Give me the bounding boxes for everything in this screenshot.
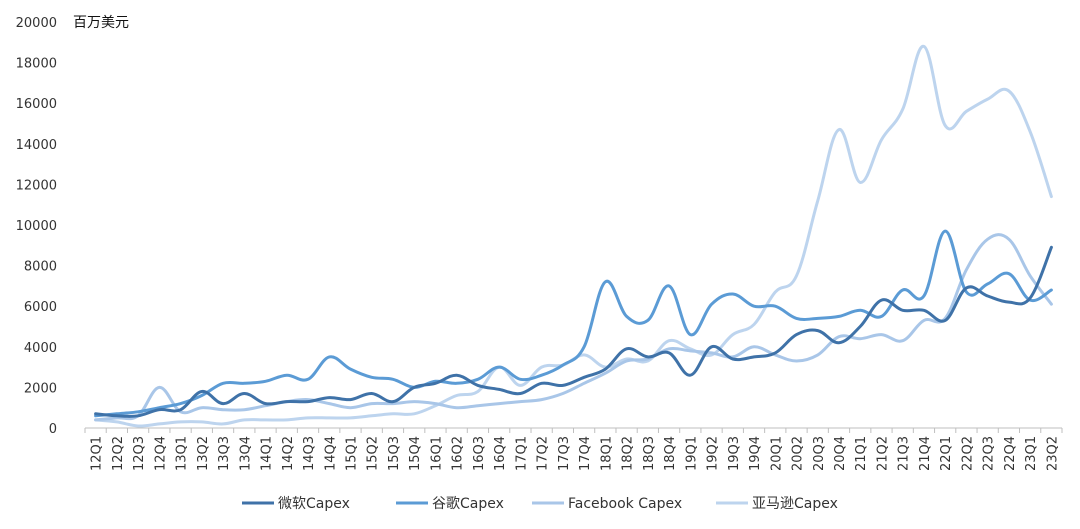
legend-label-2: Facebook Capex xyxy=(568,496,682,512)
x-tick-label: 22Q4 xyxy=(1003,436,1018,471)
x-tick-label: 17Q2 xyxy=(536,436,551,471)
x-tick-label: 13Q3 xyxy=(217,436,232,471)
x-tick-label: 23Q1 xyxy=(1024,436,1039,471)
x-tick-label: 22Q3 xyxy=(982,436,997,471)
x-tick-label: 12Q3 xyxy=(132,436,147,471)
x-axis-ticks xyxy=(84,428,1063,433)
y-axis-tick-labels: 0 2000 4000 6000 8000 10000 12000 14000 16000 180… xyxy=(16,16,57,437)
y-tick-label: 2000 xyxy=(24,381,57,396)
legend-label-1: 谷歌Capex xyxy=(432,496,504,512)
y-tick-label: 4000 xyxy=(24,341,57,356)
y-tick-label: 18000 xyxy=(16,57,57,72)
x-tick-label: 21Q3 xyxy=(897,436,912,471)
x-tick-label: 15Q2 xyxy=(366,436,381,471)
x-tick-label: 14Q3 xyxy=(302,436,317,471)
x-tick-label: 14Q2 xyxy=(281,436,296,471)
x-tick-label: 19Q3 xyxy=(727,436,742,471)
y-tick-label: 16000 xyxy=(16,97,57,112)
x-tick-label: 12Q4 xyxy=(153,436,168,471)
x-tick-label: 20Q1 xyxy=(769,436,784,471)
x-tick-label: 22Q1 xyxy=(939,436,954,471)
x-tick-label: 13Q2 xyxy=(196,436,211,471)
x-tick-label: 16Q2 xyxy=(451,436,466,471)
legend-label-0: 微软Capex xyxy=(278,496,350,512)
x-tick-label: 16Q1 xyxy=(429,436,444,471)
x-tick-label: 18Q4 xyxy=(663,436,678,471)
x-tick-label: 17Q4 xyxy=(578,436,593,471)
x-tick-label: 15Q1 xyxy=(344,436,359,471)
x-tick-label: 21Q2 xyxy=(875,436,890,471)
series-line-2 xyxy=(94,233,1053,422)
x-tick-label: 20Q3 xyxy=(812,436,827,471)
x-tick-label: 19Q1 xyxy=(684,436,699,471)
x-tick-label: 19Q2 xyxy=(706,436,721,471)
x-tick-label: 20Q4 xyxy=(833,436,848,471)
x-tick-label: 12Q2 xyxy=(111,436,126,471)
y-tick-label: 0 xyxy=(49,422,57,437)
series-line-1 xyxy=(94,229,1053,418)
x-tick-label: 15Q4 xyxy=(408,436,423,471)
x-tick-label: 16Q4 xyxy=(493,436,508,471)
x-tick-label: 21Q1 xyxy=(854,436,869,471)
series-line-0 xyxy=(94,245,1053,418)
x-tick-label: 18Q3 xyxy=(642,436,657,471)
x-tick-label: 21Q4 xyxy=(918,436,933,471)
x-tick-label: 20Q2 xyxy=(791,436,806,471)
y-tick-label: 8000 xyxy=(24,260,57,275)
x-tick-label: 18Q1 xyxy=(599,436,614,471)
x-tick-label: 14Q4 xyxy=(323,436,338,471)
x-tick-label: 15Q3 xyxy=(387,436,402,471)
x-tick-label: 17Q1 xyxy=(514,436,529,471)
x-tick-label: 14Q1 xyxy=(260,436,275,471)
y-axis-unit-label: 百万美元 xyxy=(73,15,129,31)
y-tick-label: 12000 xyxy=(16,178,57,193)
y-tick-label: 20000 xyxy=(16,16,57,31)
x-tick-label: 23Q2 xyxy=(1045,436,1060,471)
series-lines xyxy=(94,44,1053,428)
x-tick-label: 16Q3 xyxy=(472,436,487,471)
legend: 微软Capex 谷歌Capex Facebook Capex 亚马逊Capex xyxy=(242,496,838,512)
x-tick-label: 17Q3 xyxy=(557,436,572,471)
x-tick-label: 12Q1 xyxy=(90,436,105,471)
x-tick-label: 19Q4 xyxy=(748,436,763,471)
y-tick-label: 6000 xyxy=(24,300,57,315)
x-tick-label: 18Q2 xyxy=(621,436,636,471)
x-tick-label: 13Q1 xyxy=(175,436,190,471)
series-line-3 xyxy=(94,44,1053,428)
x-tick-label: 22Q2 xyxy=(960,436,975,471)
legend-label-3: 亚马逊Capex xyxy=(752,496,838,512)
x-axis-tick-labels: 12Q1 12Q2 12Q3 12Q4 13Q1 13Q2 13Q3 13Q4 14Q1 14Q2… xyxy=(90,436,1061,471)
x-tick-label: 13Q4 xyxy=(238,436,253,471)
y-tick-label: 14000 xyxy=(16,138,57,153)
y-tick-label: 10000 xyxy=(16,219,57,234)
